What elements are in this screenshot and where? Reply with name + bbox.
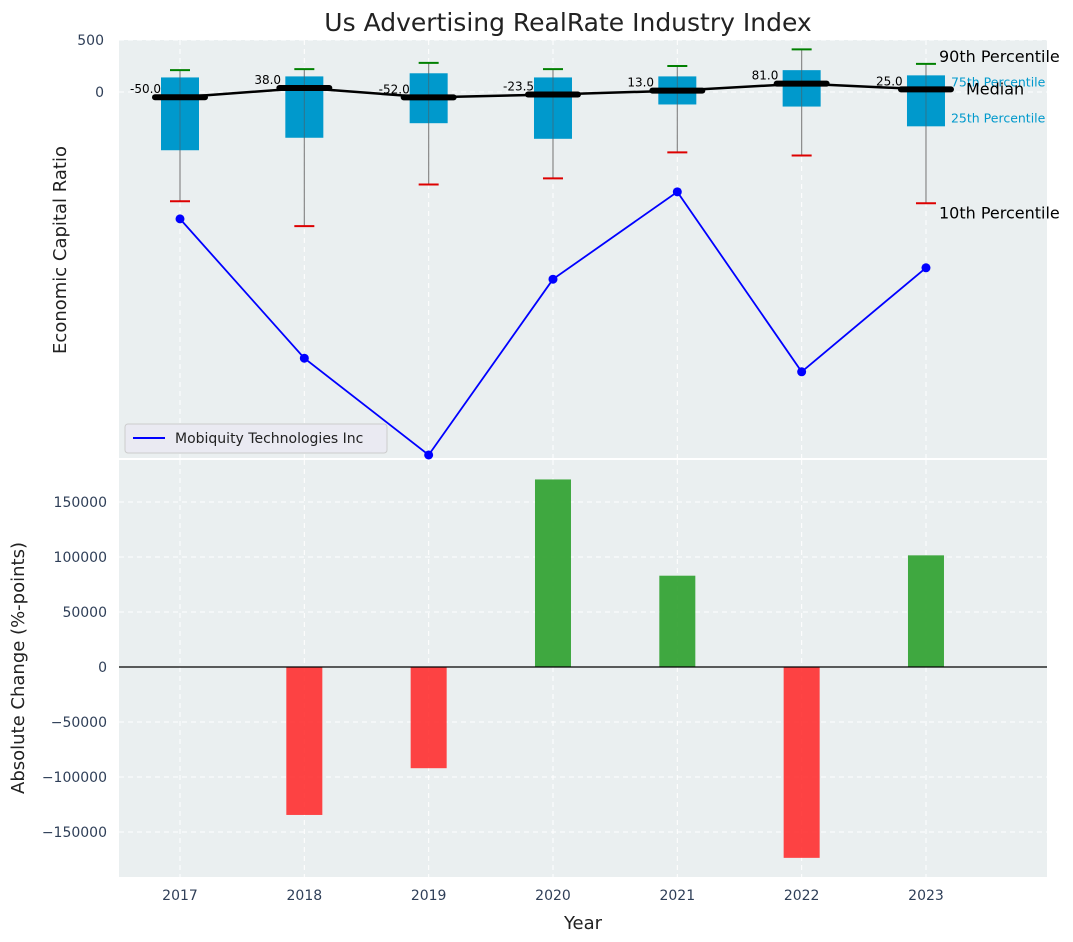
change-bar <box>783 667 820 858</box>
annotation-10th: 10th Percentile <box>939 203 1060 222</box>
company-series-point <box>299 353 309 363</box>
legend-box <box>124 423 388 454</box>
change-bar <box>534 479 571 667</box>
x-tick-label: 2020 <box>535 888 571 904</box>
bottom-panel: −150000 −100000 −50000 0 50000 100000 150000 20… <box>42 479 1047 904</box>
median-value-label: -50.0 <box>130 82 161 96</box>
x-tick-label: 2018 <box>287 888 323 904</box>
x-axis-label: Year <box>563 913 603 934</box>
company-series-point <box>672 187 682 197</box>
change-bar <box>659 575 696 667</box>
bottom-y-tick-label: 100000 <box>54 550 107 566</box>
bottom-y-tick-label: 150000 <box>54 495 107 511</box>
x-tick-label: 2023 <box>908 888 944 904</box>
top-plot-area <box>119 40 1047 458</box>
top-y-axis-label: Economic Capital Ratio <box>50 146 71 354</box>
company-series-point <box>424 450 434 460</box>
bottom-plot-area <box>119 460 1047 877</box>
company-series-point <box>175 214 185 224</box>
legend: Mobiquity Technologies Inc <box>124 423 388 454</box>
company-series-point <box>921 263 931 273</box>
bottom-y-tick-label: 0 <box>98 660 107 676</box>
x-tick-label: 2017 <box>162 888 198 904</box>
x-tick-label: 2019 <box>411 888 447 904</box>
change-bar <box>286 667 323 815</box>
bottom-y-tick-label: 50000 <box>62 605 107 621</box>
annotation-median: Median <box>966 79 1024 98</box>
x-tick-label: 2022 <box>784 888 820 904</box>
median-value-label: 25.0 <box>876 74 903 88</box>
top-panel: 0 500 -50.0 38.0 -52.0 -23.5 13.0 81.0 25.0 90th … <box>77 33 1060 460</box>
company-series-point <box>548 274 558 284</box>
change-bar <box>907 555 944 667</box>
legend-entry-company: Mobiquity Technologies Inc <box>175 431 363 447</box>
bottom-y-tick-label: −100000 <box>42 770 107 786</box>
median-value-label: 38.0 <box>254 73 281 87</box>
top-y-tick-label: 0 <box>95 85 104 101</box>
median-line <box>179 82 927 99</box>
change-bar <box>410 667 447 769</box>
bottom-y-tick-label: −150000 <box>42 825 107 841</box>
chart-title: Us Advertising RealRate Industry Index <box>324 8 811 37</box>
median-value-label: 81.0 <box>752 69 779 83</box>
annotation-90th: 90th Percentile <box>939 47 1060 66</box>
company-series-point <box>797 367 807 377</box>
x-tick-label: 2021 <box>659 888 695 904</box>
bottom-y-axis-label: Absolute Change (%-points) <box>8 542 29 794</box>
top-y-tick-label: 500 <box>77 33 104 49</box>
annotation-25th: 25th Percentile <box>951 110 1046 125</box>
median-value-label: -52.0 <box>379 82 410 96</box>
median-value-label: -23.5 <box>503 79 534 93</box>
median-value-label: 13.0 <box>627 76 654 90</box>
bottom-y-tick-label: −50000 <box>51 715 107 731</box>
annotation-75th: 75th Percentile <box>951 74 1046 89</box>
